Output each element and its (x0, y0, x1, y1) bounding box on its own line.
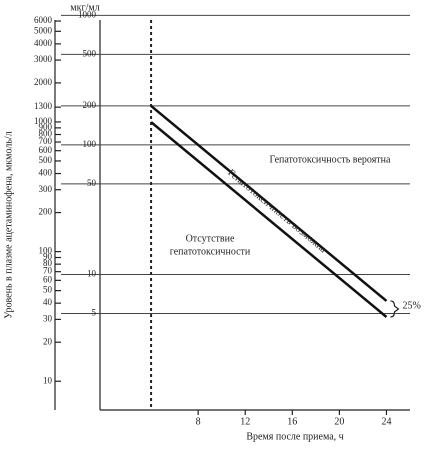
x-tick-label: 16 (287, 416, 297, 427)
y2-tick-label: 5 (92, 308, 97, 318)
y2-tick-label: 10 (87, 269, 97, 279)
y-tick-label: 60 (43, 274, 53, 284)
x-tick-label: 24 (381, 416, 391, 427)
annotation: Гепатотоксичность вероятна (270, 154, 391, 165)
y-tick-label: 1000 (34, 116, 53, 126)
series-line (150, 121, 388, 318)
y-tick-label: 5000 (34, 25, 53, 35)
x-axis-title: Время после приема, ч (246, 431, 343, 442)
y-tick-label: 4000 (34, 38, 53, 48)
y-tick-label: 400 (39, 168, 53, 178)
annotation: гепатотоксичности (170, 246, 251, 257)
y-axis-title: Уровень в плазме ацетаминофена, мкмоль/л (3, 131, 14, 318)
y2-tick-label: 50 (87, 178, 97, 188)
y-tick-label: 600 (39, 145, 53, 155)
annotation: Гепатотоксичность возможна (225, 167, 328, 255)
y-tick-label: 2000 (34, 77, 53, 87)
y-tick-label: 70 (43, 266, 53, 276)
x-tick-label: 20 (334, 416, 344, 427)
y-tick-label: 300 (39, 184, 53, 194)
y2-axis-title: мкг/мл (70, 2, 99, 13)
y-tick-label: 30 (43, 313, 53, 323)
y2-tick-label: 100 (83, 139, 97, 149)
brace (390, 300, 400, 318)
annotation: 25% (402, 300, 420, 311)
y-tick-label: 90 (43, 252, 53, 262)
y2-tick-label: 200 (83, 100, 97, 110)
y-tick-label: 1300 (34, 101, 53, 111)
y-tick-label: 50 (43, 285, 53, 295)
series-line (150, 104, 388, 302)
y-tick-label: 200 (39, 207, 53, 217)
y-tick-label: 40 (43, 297, 53, 307)
x-tick-label: 8 (196, 416, 201, 427)
y-tick-label: 900 (39, 122, 53, 132)
y-tick-label: 500 (39, 155, 53, 165)
y-tick-label: 100 (39, 246, 53, 256)
y-tick-label: 3000 (34, 54, 53, 64)
x-tick-label: 12 (240, 416, 250, 427)
y-tick-label: 20 (43, 336, 53, 346)
y-tick-label: 80 (43, 258, 53, 268)
y-tick-label: 10 (43, 375, 53, 385)
y-tick-label: 6000 (34, 15, 53, 25)
y2-tick-label: 1000 (78, 9, 97, 19)
annotation: Отсутствие (186, 233, 235, 244)
y2-tick-label: 500 (83, 48, 97, 58)
y-tick-label: 700 (39, 136, 53, 146)
y-tick-label: 800 (39, 129, 53, 139)
